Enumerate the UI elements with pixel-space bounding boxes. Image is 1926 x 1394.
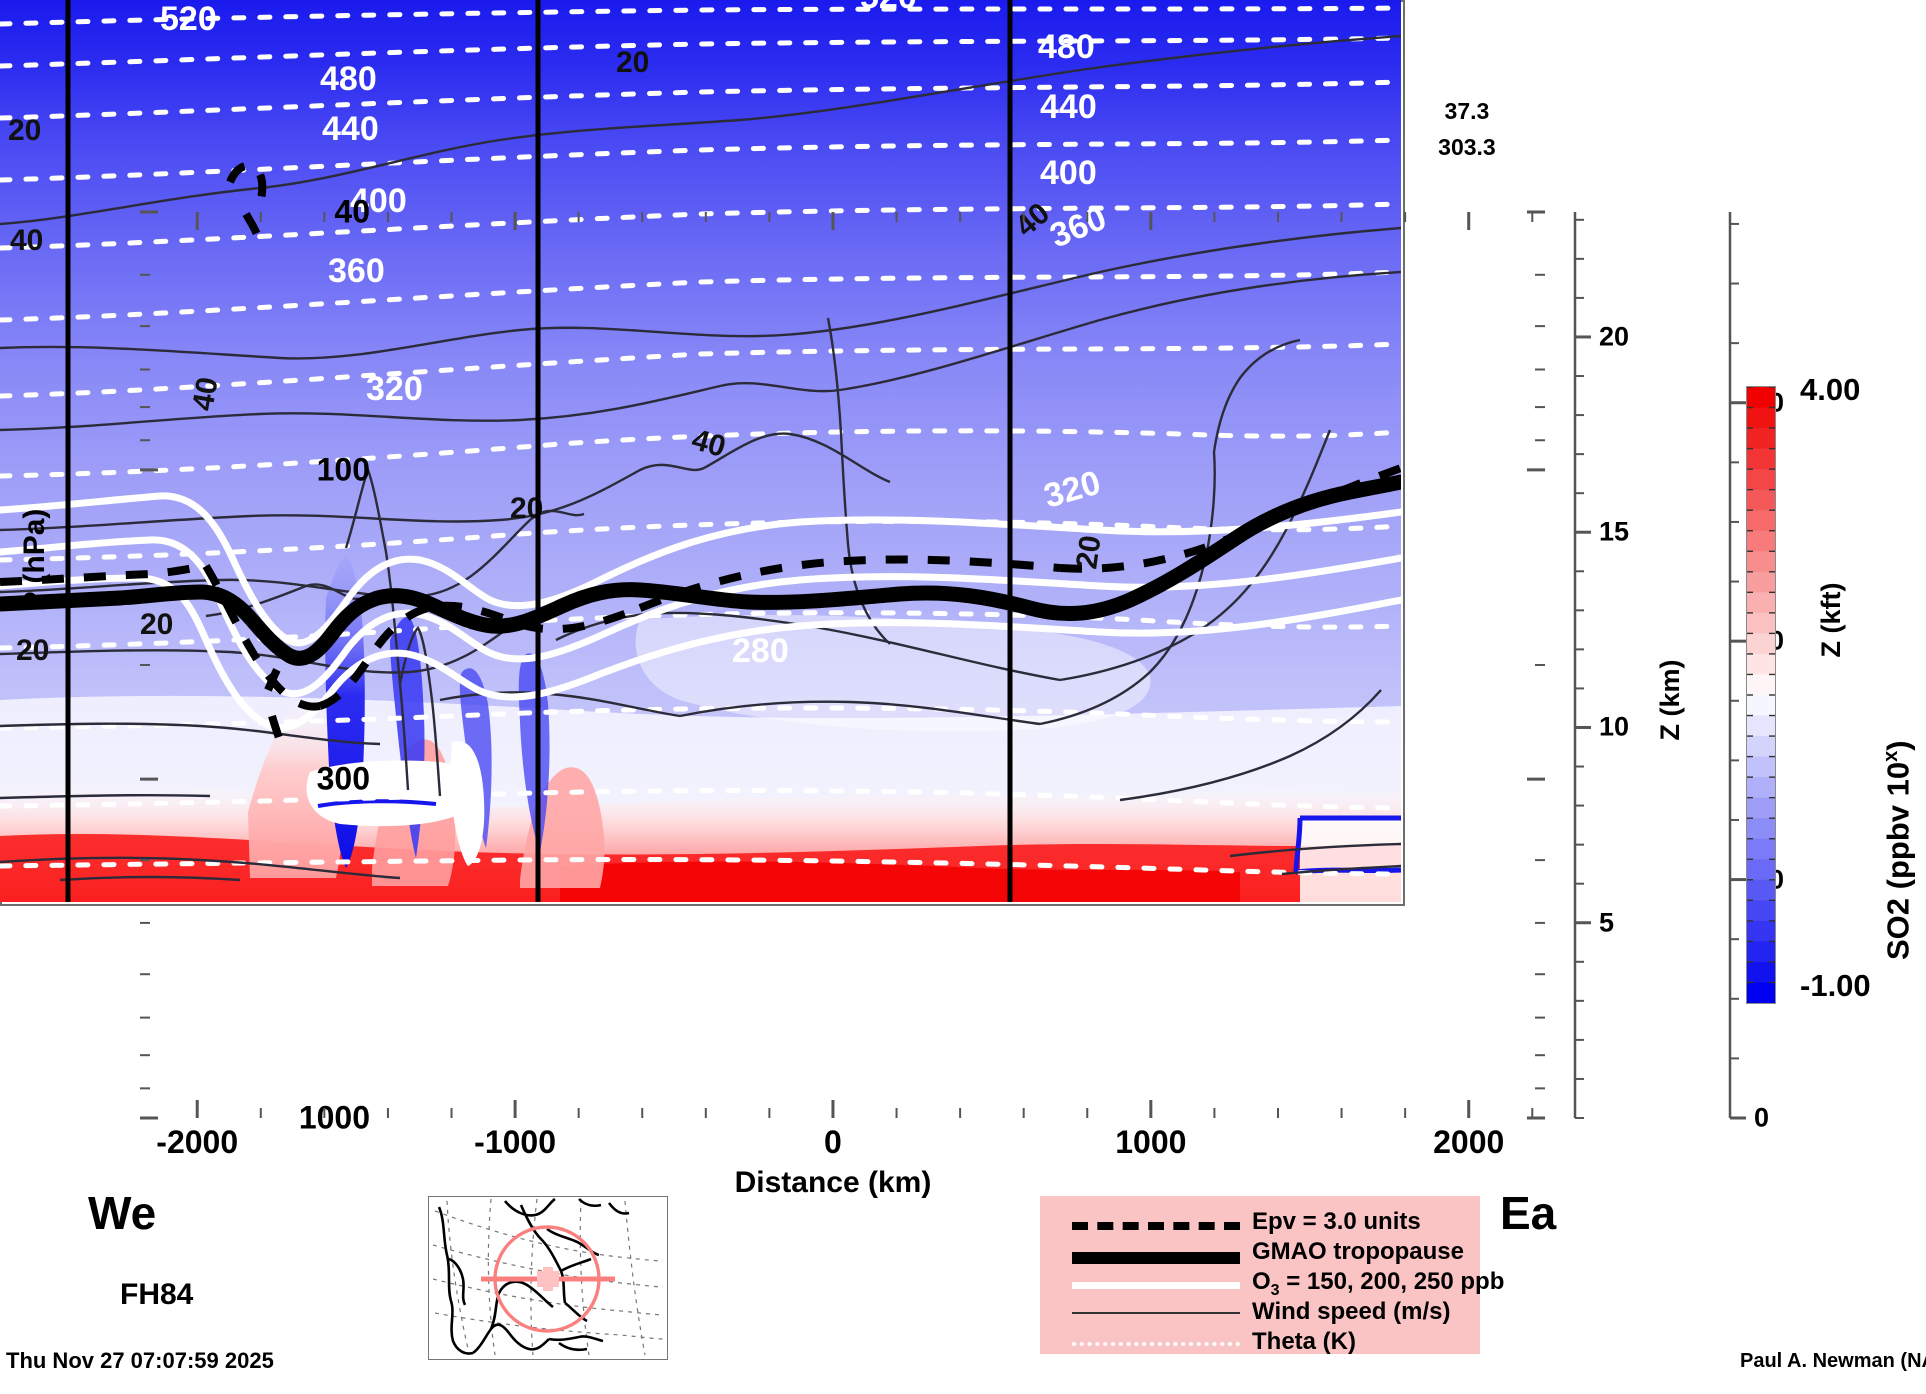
credit-label: Paul A. Newman (NASA [1740, 1350, 1926, 1372]
map-center-star [537, 1267, 559, 1291]
theta-label-360: 360 [328, 252, 385, 290]
locator-map-svg [429, 1197, 667, 1359]
legend-row-ozone: O3 = 150, 200, 250 ppb [1062, 1268, 1504, 1300]
colorbar[interactable] [1746, 386, 1776, 1004]
wind-label-20b: 20 [616, 46, 649, 79]
x-axis-tick-2000: 2000 [1433, 1124, 1505, 1160]
theta-label-520: 520 [160, 0, 217, 38]
x-axis-tick-0: 0 [824, 1124, 842, 1160]
theta-label-480b: 480 [1038, 28, 1095, 66]
lat-value-8: 37.3 [1444, 98, 1490, 124]
legend-label-theta: Theta (K) [1252, 1328, 1356, 1355]
wind-label-40a: 40 [10, 224, 43, 257]
wind-label-40b: 40 [186, 375, 224, 414]
vertical-reference-lines [65, 0, 1013, 902]
theta-label-440: 440 [322, 110, 379, 148]
y-axis-tick-300: 300 [316, 760, 370, 797]
tropopause-line [0, 474, 1401, 666]
legend-box: Epv = 3.0 units GMAO tropopause O3 = 150, … [1040, 1196, 1504, 1355]
y-axis-tick-40: 40 [334, 193, 370, 230]
theta-label-400b: 400 [1040, 154, 1097, 192]
legend-swatch-tropopause [1072, 1252, 1240, 1264]
wind-label-20f: 20 [1070, 533, 1107, 571]
z-kft-tick-0: 0 [1754, 1102, 1770, 1133]
x-axis-tick-neg1000: -1000 [474, 1124, 556, 1160]
wind-label-20e: 20 [140, 608, 173, 641]
wind-label-20a: 20 [8, 114, 41, 147]
z-kft-axis-label: Z (kft) [1816, 582, 1846, 658]
x-axis-tick-1000: 1000 [1115, 1124, 1187, 1160]
theta-label-440b: 440 [1040, 88, 1097, 126]
y-axis-tick-100: 100 [316, 451, 370, 488]
legend-row-epv: Epv = 3.0 units [1062, 1208, 1478, 1240]
z-km-tick-10: 10 [1599, 711, 1630, 742]
z-km-tick-15: 15 [1599, 516, 1630, 547]
legend-label-epv: Epv = 3.0 units [1252, 1208, 1421, 1235]
legend-label-wind: Wind speed (m/s) [1252, 1298, 1451, 1325]
theta-label-320: 320 [366, 370, 423, 408]
theta-label-400: 400 [350, 182, 407, 220]
legend-label-tropopause: GMAO tropopause [1252, 1238, 1465, 1265]
y-axis-label: P (hPa) [18, 508, 51, 612]
wind-label-20d: 20 [16, 634, 49, 667]
legend-row-wind: Wind speed (m/s) [1062, 1298, 1478, 1330]
z-km-tick-5: 5 [1599, 907, 1615, 938]
forecast-hour-label: FH84 [120, 1278, 194, 1311]
theta-label-520b: 520 [860, 0, 917, 16]
x-axis-label: Distance (km) [734, 1166, 932, 1199]
colorbar-gradient [1747, 386, 1775, 1004]
y-axis-tick-1000: 1000 [298, 1099, 370, 1136]
theta-label-280: 280 [732, 632, 789, 670]
lon-value-8: 303.3 [1438, 134, 1496, 160]
z-km-axis-label: Z (km) [1655, 659, 1685, 741]
legend-swatch-epv [1072, 1222, 1240, 1230]
legend-label-ozone: O3 = 150, 200, 250 ppb [1252, 1268, 1505, 1299]
legend-swatch-wind [1072, 1312, 1240, 1314]
west-endpoint-label: We [88, 1187, 157, 1239]
legend-swatch-ozone [1072, 1282, 1240, 1289]
legend-swatch-theta [1072, 1342, 1240, 1346]
east-endpoint-label: Ea [1500, 1187, 1557, 1239]
theta-label-480: 480 [320, 60, 377, 98]
locator-map[interactable] [428, 1196, 668, 1360]
map-coastlines [437, 1197, 630, 1355]
generation-timestamp: Thu Nov 27 07:07:59 2025 [6, 1348, 274, 1373]
legend-row-tropopause: GMAO tropopause [1062, 1238, 1478, 1270]
colorbar-max-label: 4.00 [1800, 372, 1861, 407]
z-km-tick-20: 20 [1599, 321, 1630, 352]
cross-section-plot[interactable]: 520 520 480 480 440 440 400 400 360 360 … [0, 0, 1405, 906]
plot-canvas: 520 520 480 480 440 440 400 400 360 360 … [0, 0, 1401, 902]
x-axis-tick-neg2000: -2000 [156, 1124, 239, 1160]
colorbar-min-label: -1.00 [1800, 968, 1871, 1003]
colorbar-axis-label: SO2 (ppbv 10x) [1880, 740, 1916, 960]
legend-row-theta: Theta (K) [1062, 1328, 1478, 1360]
